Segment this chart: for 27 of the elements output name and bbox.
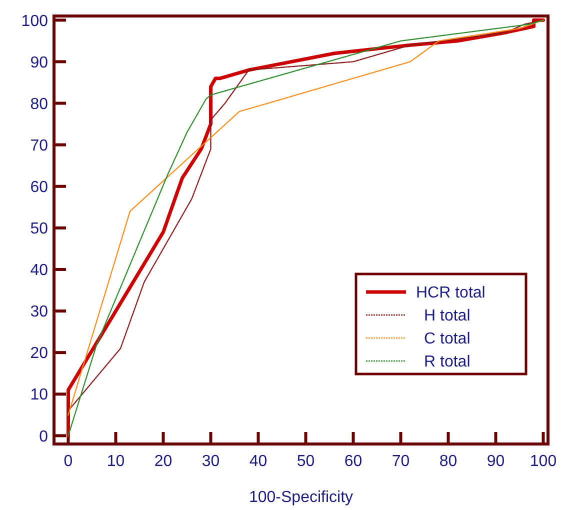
x-tick-label: 80 bbox=[439, 453, 458, 470]
legend-label: R total bbox=[424, 354, 470, 371]
x-tick-label: 40 bbox=[249, 453, 268, 470]
y-tick-label: 50 bbox=[30, 220, 48, 238]
x-tick-label: 10 bbox=[106, 453, 125, 470]
x-tick-label: 20 bbox=[154, 453, 172, 470]
y-tick-label: 60 bbox=[30, 178, 48, 196]
x-tick-label: 70 bbox=[392, 453, 410, 470]
y-tick-label: 90 bbox=[30, 54, 48, 72]
y-tick-label: 40 bbox=[30, 262, 48, 280]
legend-label: HCR total bbox=[416, 284, 486, 302]
y-tick-label: 70 bbox=[30, 137, 48, 154]
y-tick-label: 100 bbox=[21, 12, 48, 30]
y-tick-label: 0 bbox=[39, 428, 48, 446]
x-tick-label: 60 bbox=[344, 453, 362, 470]
y-tick-label: 10 bbox=[30, 386, 48, 404]
y-tick-label: 80 bbox=[30, 96, 48, 113]
x-tick-label: 100 bbox=[530, 453, 557, 470]
y-tick-label: 20 bbox=[30, 345, 48, 362]
x-tick-label: 0 bbox=[64, 453, 73, 470]
legend-label: C total bbox=[424, 330, 470, 348]
y-tick-label: 30 bbox=[30, 304, 48, 321]
legend-label: H total bbox=[424, 308, 470, 325]
x-tick-label: 90 bbox=[486, 453, 505, 470]
x-tick-label: 30 bbox=[202, 453, 220, 470]
x-axis-title: 100-Specificity bbox=[248, 489, 354, 506]
x-tick-label: 50 bbox=[296, 453, 315, 470]
